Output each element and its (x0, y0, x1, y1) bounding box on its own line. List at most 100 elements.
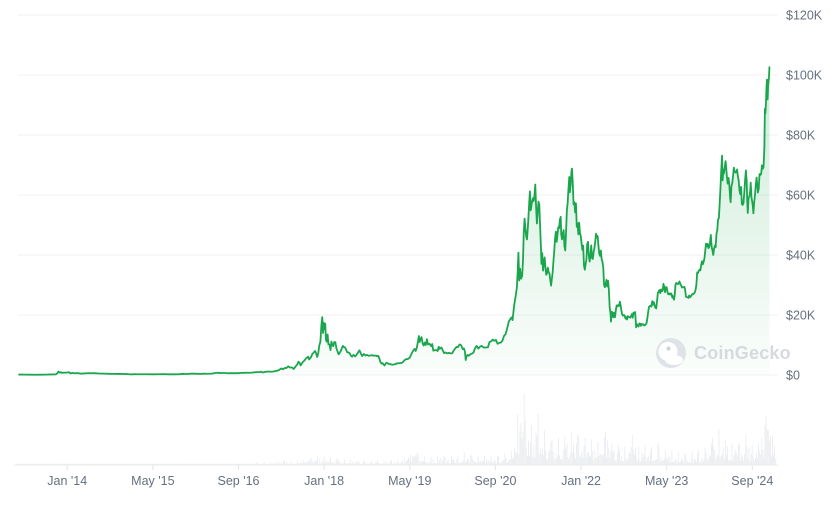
volume-bar (183, 463, 185, 465)
volume-bar (436, 463, 437, 465)
volume-bar (570, 432, 572, 465)
volume-bar (269, 463, 270, 465)
volume-bar (566, 443, 568, 465)
x-axis-label: Jan '14 (47, 474, 87, 488)
volume-bar (684, 453, 686, 465)
volume-bar (168, 463, 170, 465)
volume-bar (350, 459, 352, 465)
volume-bar (657, 443, 659, 465)
volume-bar (477, 456, 479, 465)
volume-bar (509, 459, 511, 465)
volume-bar (31, 463, 33, 465)
volume-bar (438, 463, 439, 465)
volume-bar (266, 463, 268, 465)
volume-bar (296, 460, 298, 465)
volume-bar (259, 463, 261, 465)
price-line (18, 66, 771, 376)
volume-bar (300, 462, 301, 465)
volume-bar (65, 463, 67, 465)
volume-bar (763, 457, 765, 465)
volume-bar (704, 447, 706, 465)
volume-bar (551, 439, 553, 465)
volume-bar (153, 463, 155, 465)
volume-bar (403, 458, 405, 465)
volume-bar (53, 463, 55, 465)
volume-bar (145, 463, 147, 465)
volume-bar (498, 455, 499, 465)
volume-bar (290, 461, 292, 465)
volume-bar (582, 457, 584, 465)
volume-bar (623, 461, 625, 465)
volume-bar (121, 463, 123, 465)
volume-bar (376, 462, 377, 465)
volume-bar (391, 460, 392, 465)
volume-bar (124, 463, 126, 465)
volume-bar (383, 460, 385, 465)
x-axis-label: May '19 (388, 474, 431, 488)
x-axis-labels: Jan '14 May '15 Sep '16 Jan '18 May '19 Sep '… (47, 465, 773, 488)
volume-bar (718, 429, 720, 465)
volume-bar (564, 436, 566, 465)
volume-bar (47, 463, 49, 465)
x-axis-label: Sep '16 (217, 474, 259, 488)
volume-bar (495, 463, 497, 465)
y-axis-label: $100K (786, 68, 823, 82)
volume-bar (482, 460, 483, 465)
volume-bar (465, 461, 467, 465)
volume-bar (764, 425, 766, 465)
volume-bar (733, 455, 735, 465)
volume-bar (617, 444, 619, 465)
volume-bar (170, 463, 172, 465)
y-axis-label: $120K (786, 8, 823, 22)
volume-bar (87, 463, 88, 465)
volume-bar (699, 461, 701, 465)
volume-bar (580, 454, 582, 465)
volume-bar (322, 460, 324, 465)
volume-bar (506, 462, 508, 465)
volume-bar (475, 462, 477, 465)
volume-bar (127, 463, 129, 465)
volume-bar (293, 463, 295, 465)
volume-bar (222, 463, 224, 465)
volume-bar (199, 463, 201, 465)
volume-bar (332, 462, 333, 465)
volume-bar (661, 460, 663, 465)
volume-bar (74, 463, 75, 465)
volume-bar (110, 463, 112, 465)
volume-bar (550, 441, 552, 465)
volume-bar (265, 463, 267, 465)
volume-bar (556, 456, 558, 465)
volume-bar (136, 463, 138, 465)
volume-bar (137, 463, 139, 465)
volume-bar (154, 463, 156, 465)
volume-bar (76, 463, 78, 465)
volume-bar (157, 463, 159, 465)
volume-bar (441, 463, 443, 465)
volume-bar (302, 463, 303, 465)
volume-bar (456, 459, 458, 465)
volume-bar (337, 459, 339, 465)
volume-bar (748, 448, 750, 465)
volume-bar (184, 463, 186, 465)
volume-bar (736, 455, 738, 465)
volume-bar (325, 460, 327, 465)
volume-bar (434, 463, 436, 465)
volume-bar (515, 452, 517, 465)
volume-bar (96, 463, 98, 465)
volume-bar (428, 463, 430, 465)
volume-bar (285, 463, 286, 465)
volume-bar (374, 462, 376, 465)
volume-bar (357, 463, 359, 465)
volume-bar (484, 455, 485, 465)
volume-bar (151, 463, 153, 465)
volume-bar (432, 459, 434, 465)
volume-bar (528, 441, 529, 465)
volume-bar (744, 454, 746, 465)
volume-bar (34, 463, 36, 465)
volume-bar (642, 457, 644, 465)
volume-bar (393, 463, 394, 465)
volume-bar (286, 461, 287, 465)
volume-bar (60, 463, 62, 465)
volume-bar (664, 458, 665, 465)
